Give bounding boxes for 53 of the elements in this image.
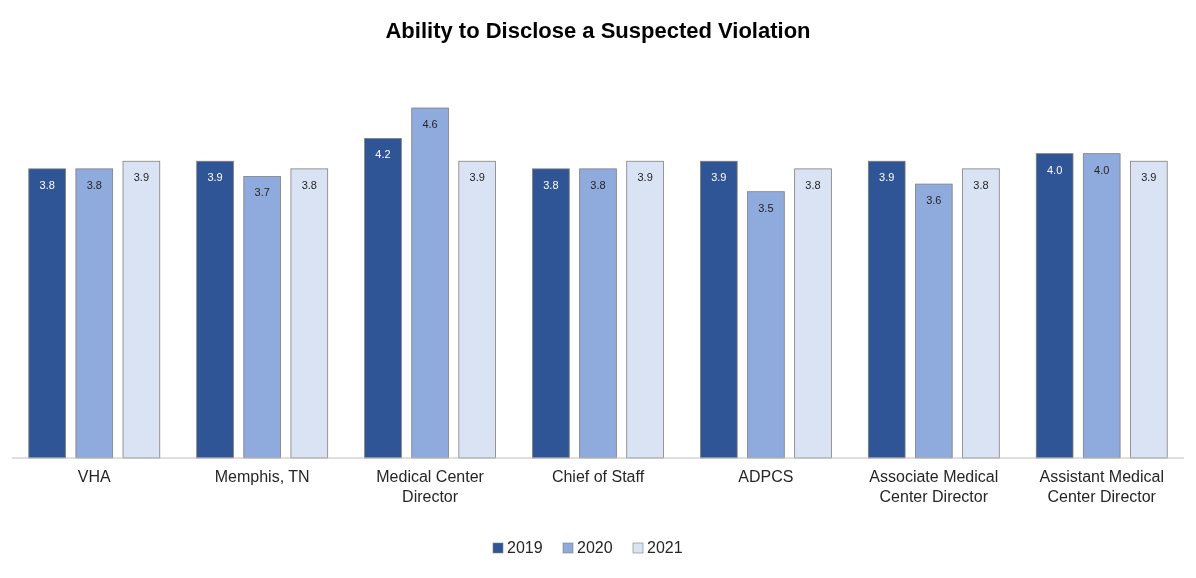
legend-label: 2019 [507,539,543,556]
x-tick-label: Medical Center Director [376,468,485,505]
x-tick-label: Associate Medical Center Director [869,468,999,505]
bar [962,168,1000,459]
bar [626,160,664,459]
bar [915,183,953,459]
data-label: 3.7 [254,186,270,199]
data-label: 3.6 [926,194,942,207]
data-label: 3.9 [1141,171,1157,184]
data-label: 3.9 [207,171,223,184]
bar [700,160,738,459]
data-label: 3.9 [133,171,150,184]
bar [28,168,66,459]
x-tick-label: Chief of Staff [551,468,645,485]
bar [1130,160,1168,459]
bar [290,168,329,459]
data-label: 3.9 [711,171,727,184]
x-tick-label: VHA [77,468,112,485]
bar [1082,153,1121,459]
data-label: 3.8 [973,178,989,191]
x-tick-label: Memphis, TN [214,468,310,485]
data-label: 3.8 [86,178,102,191]
bar [579,168,617,459]
x-tick-label: ADPCS [738,468,794,485]
data-label: 4.0 [1046,163,1063,176]
data-label: 3.8 [39,178,55,191]
bar [75,168,114,459]
bar [867,160,906,459]
x-tick-label: Assistant Medical Center Director [1039,468,1164,505]
data-label: 4.6 [422,118,438,130]
legend-label: 2020 [577,539,613,556]
data-label: 3.8 [805,178,821,191]
bar [747,191,785,459]
data-label: 3.8 [590,178,606,191]
data-label: 3.9 [637,171,653,184]
bar [364,138,402,459]
data-label: 3.9 [879,171,895,184]
data-label: 4.2 [375,148,391,161]
bar [794,168,832,459]
bar [1035,153,1074,459]
legend-label: 2021 [647,539,683,556]
bar [411,107,449,459]
bar [243,176,281,459]
data-label: 3.5 [758,201,774,214]
bar [122,160,161,459]
data-label: 3.9 [469,171,485,184]
data-label: 3.8 [543,178,559,191]
chart-title: Ability to Disclose a Suspected Violation [385,18,811,43]
bar [532,168,570,459]
data-label: 3.8 [301,178,317,191]
bar [458,160,496,459]
bar [196,160,234,459]
data-label: 4.0 [1094,163,1110,176]
